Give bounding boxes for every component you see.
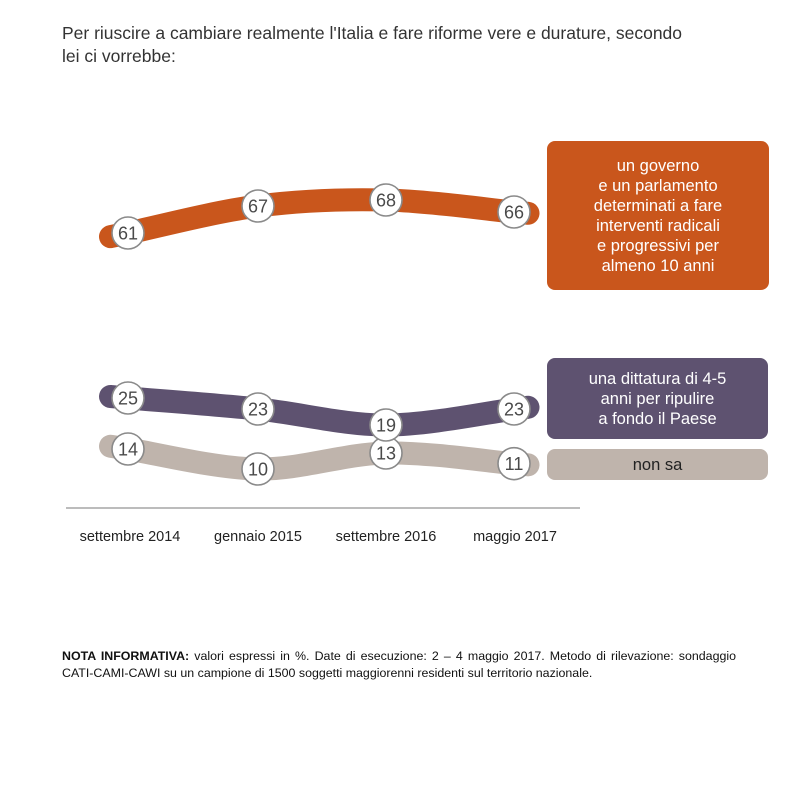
data-point-circle xyxy=(111,381,145,415)
legend-entry-dittatura: una dittatura di 4-5 anni per ripulire a… xyxy=(547,358,768,439)
data-label: 23 xyxy=(248,400,268,420)
data-points: 14 10 13 11 25 23 19 23 61 67 68 66 xyxy=(111,183,531,486)
x-axis-ticks: settembre 2014 gennaio 2015 settembre 2016… xyxy=(80,529,557,545)
data-point-dittatura: 19 xyxy=(369,408,403,442)
series-band-non-sa xyxy=(99,434,540,481)
data-point-circle xyxy=(241,392,275,426)
data-point-dittatura: 23 xyxy=(241,392,275,426)
data-label: 10 xyxy=(248,460,268,480)
x-tick-label: gennaio 2015 xyxy=(214,529,302,545)
data-point-circle xyxy=(497,446,531,481)
note-text: valori espressi in %. Date di esecuzione… xyxy=(62,649,736,680)
data-point-governo: 67 xyxy=(241,189,275,223)
data-label: 68 xyxy=(376,191,396,211)
data-point-circle xyxy=(241,189,275,223)
data-label: 23 xyxy=(504,400,524,420)
data-point-circle xyxy=(497,392,531,426)
data-point-non-sa: 14 xyxy=(111,432,145,466)
legend-label: un governo e un parlamento determinati a… xyxy=(593,156,723,275)
data-label: 25 xyxy=(118,389,138,409)
x-tick-label: settembre 2016 xyxy=(336,529,437,545)
data-point-governo: 66 xyxy=(497,195,531,229)
data-point-circle xyxy=(111,216,145,250)
series-bands xyxy=(99,188,540,481)
data-label: 11 xyxy=(505,454,524,474)
legend-label: non sa xyxy=(632,455,683,474)
series-band-governo xyxy=(99,188,540,249)
data-point-circle xyxy=(497,195,531,229)
data-point-circle xyxy=(369,183,403,217)
data-point-dittatura: 25 xyxy=(111,381,145,415)
informative-note: NOTA INFORMATIVA: valori espressi in %. … xyxy=(62,648,736,682)
data-point-circle xyxy=(111,432,145,466)
data-label: 19 xyxy=(376,416,396,436)
data-point-governo: 61 xyxy=(111,216,145,250)
data-label: 61 xyxy=(118,224,138,244)
chart-title: Per riuscire a cambiare realmente l'Ital… xyxy=(62,23,683,66)
data-point-circle xyxy=(241,452,275,486)
data-label: 66 xyxy=(504,203,524,223)
legend-entry-non-sa: non sa xyxy=(547,449,768,480)
series-band-dittatura xyxy=(99,385,540,437)
data-point-circle xyxy=(369,408,403,442)
data-point-governo: 68 xyxy=(369,183,403,217)
data-label: 14 xyxy=(118,440,138,460)
data-point-dittatura: 23 xyxy=(497,392,531,426)
data-point-non-sa: 10 xyxy=(241,452,275,486)
data-label: 67 xyxy=(248,197,268,217)
legend-label: una dittatura di 4-5 anni per ripulire a… xyxy=(588,369,727,428)
note-label: NOTA INFORMATIVA: xyxy=(62,649,190,663)
x-tick-label: maggio 2017 xyxy=(473,529,557,545)
data-label: 13 xyxy=(376,444,396,464)
x-tick-label: settembre 2014 xyxy=(80,529,181,545)
legend-entry-governo: un governo e un parlamento determinati a… xyxy=(547,141,769,290)
data-point-non-sa: 11 xyxy=(497,446,531,481)
